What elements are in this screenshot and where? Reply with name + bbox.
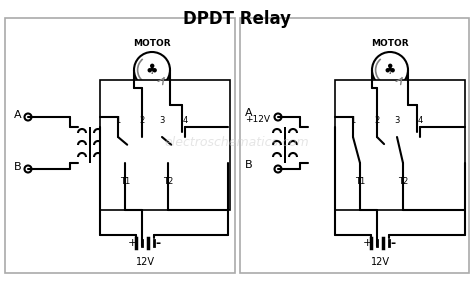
Text: 1: 1 [115, 116, 120, 125]
FancyBboxPatch shape [89, 127, 91, 163]
Text: 1: 1 [350, 116, 356, 125]
FancyBboxPatch shape [284, 127, 286, 163]
Circle shape [139, 134, 145, 140]
Circle shape [400, 160, 406, 166]
Text: T1: T1 [355, 177, 365, 186]
FancyBboxPatch shape [240, 18, 469, 273]
Text: T2: T2 [398, 177, 408, 186]
Text: T1: T1 [120, 177, 130, 186]
Circle shape [25, 166, 31, 172]
Circle shape [374, 134, 380, 140]
Text: 3: 3 [159, 116, 164, 125]
Text: A: A [14, 110, 22, 120]
Text: +12V: +12V [245, 115, 270, 125]
Text: B: B [14, 162, 22, 172]
Circle shape [357, 160, 363, 166]
Text: B: B [245, 160, 253, 170]
Circle shape [165, 160, 171, 166]
FancyBboxPatch shape [335, 80, 465, 210]
Text: DPDT Relay: DPDT Relay [183, 10, 291, 28]
Circle shape [115, 134, 121, 140]
Text: ♣: ♣ [146, 63, 158, 77]
Circle shape [350, 134, 356, 140]
Text: electroschematics.com: electroschematics.com [164, 137, 310, 150]
Text: 4: 4 [182, 116, 188, 125]
Text: A: A [245, 108, 253, 118]
Text: T2: T2 [163, 177, 173, 186]
Text: MOTOR: MOTOR [133, 39, 171, 48]
Circle shape [274, 166, 282, 172]
Circle shape [134, 52, 170, 88]
Text: 12V: 12V [136, 257, 155, 267]
Circle shape [394, 134, 400, 140]
Text: +: + [128, 238, 137, 248]
FancyBboxPatch shape [5, 18, 235, 273]
Text: 12V: 12V [371, 257, 390, 267]
Text: 3: 3 [394, 116, 400, 125]
Circle shape [182, 134, 188, 140]
Circle shape [372, 52, 408, 88]
Text: -: - [155, 237, 161, 249]
Circle shape [122, 160, 128, 166]
Text: +: + [362, 238, 372, 248]
Text: 2: 2 [374, 116, 380, 125]
Circle shape [25, 113, 31, 121]
Text: MOTOR: MOTOR [371, 39, 409, 48]
Circle shape [159, 134, 165, 140]
Text: ♣: ♣ [384, 63, 396, 77]
Text: 2: 2 [139, 116, 145, 125]
Text: -: - [391, 237, 396, 249]
Text: 4: 4 [418, 116, 423, 125]
Circle shape [417, 134, 423, 140]
Circle shape [274, 113, 282, 121]
FancyBboxPatch shape [100, 80, 230, 210]
